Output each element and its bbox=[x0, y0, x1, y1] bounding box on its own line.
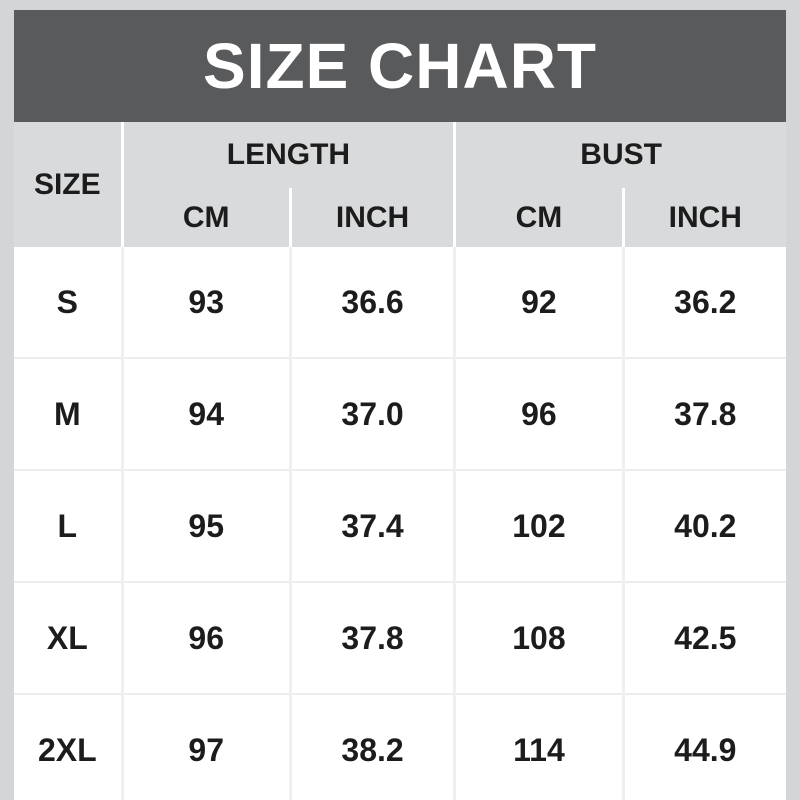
header-unit-row: CM INCH CM INCH bbox=[14, 188, 786, 247]
cell-size: M bbox=[14, 357, 123, 470]
cell-size: 2XL bbox=[14, 693, 123, 800]
header-bust-cm: CM bbox=[453, 188, 624, 247]
cell-length-inch: 37.8 bbox=[288, 581, 455, 694]
cell-bust-cm: 96 bbox=[453, 357, 624, 470]
cell-bust-inch: 37.8 bbox=[621, 357, 786, 470]
cell-length-cm: 95 bbox=[120, 469, 291, 582]
table-row: L 95 37.4 102 40.2 bbox=[14, 469, 786, 582]
cell-bust-inch: 40.2 bbox=[621, 469, 786, 582]
header-group-length: LENGTH bbox=[120, 122, 455, 188]
cell-length-inch: 37.4 bbox=[288, 469, 455, 582]
title-banner: SIZE CHART bbox=[14, 10, 786, 122]
size-chart-table: SIZE LENGTH BUST CM INCH CM INCH S 93 36… bbox=[14, 122, 786, 800]
header-group-row: SIZE LENGTH BUST bbox=[14, 122, 786, 247]
cell-bust-cm: 102 bbox=[453, 469, 624, 582]
cell-length-inch: 36.6 bbox=[288, 247, 455, 358]
cell-size: L bbox=[14, 469, 123, 582]
header-group-bust: BUST bbox=[453, 122, 786, 188]
cell-length-inch: 37.0 bbox=[288, 357, 455, 470]
table-row: S 93 36.6 92 36.2 bbox=[14, 247, 786, 358]
cell-bust-cm: 108 bbox=[453, 581, 624, 694]
header-length-cm: CM bbox=[120, 188, 291, 247]
cell-length-cm: 97 bbox=[120, 693, 291, 800]
cell-size: S bbox=[14, 247, 123, 358]
header-length-inch: INCH bbox=[288, 188, 455, 247]
header-bust-inch: INCH bbox=[621, 188, 786, 247]
header-size: SIZE bbox=[14, 122, 123, 247]
page-title: SIZE CHART bbox=[203, 30, 597, 102]
cell-bust-cm: 92 bbox=[453, 247, 624, 358]
table-row: M 94 37.0 96 37.8 bbox=[14, 357, 786, 470]
table-header: SIZE LENGTH BUST CM INCH CM INCH bbox=[14, 122, 786, 247]
cell-bust-inch: 42.5 bbox=[621, 581, 786, 694]
cell-bust-inch: 44.9 bbox=[621, 693, 786, 800]
cell-length-cm: 94 bbox=[120, 357, 291, 470]
table-row: 2XL 97 38.2 114 44.9 bbox=[14, 693, 786, 800]
cell-bust-cm: 114 bbox=[453, 693, 624, 800]
cell-size: XL bbox=[14, 581, 123, 694]
cell-bust-inch: 36.2 bbox=[621, 247, 786, 358]
table-body: S 93 36.6 92 36.2 M 94 37.0 96 37.8 L 95… bbox=[14, 247, 786, 800]
table-row: XL 96 37.8 108 42.5 bbox=[14, 581, 786, 694]
cell-length-cm: 93 bbox=[120, 247, 291, 358]
cell-length-inch: 38.2 bbox=[288, 693, 455, 800]
cell-length-cm: 96 bbox=[120, 581, 291, 694]
